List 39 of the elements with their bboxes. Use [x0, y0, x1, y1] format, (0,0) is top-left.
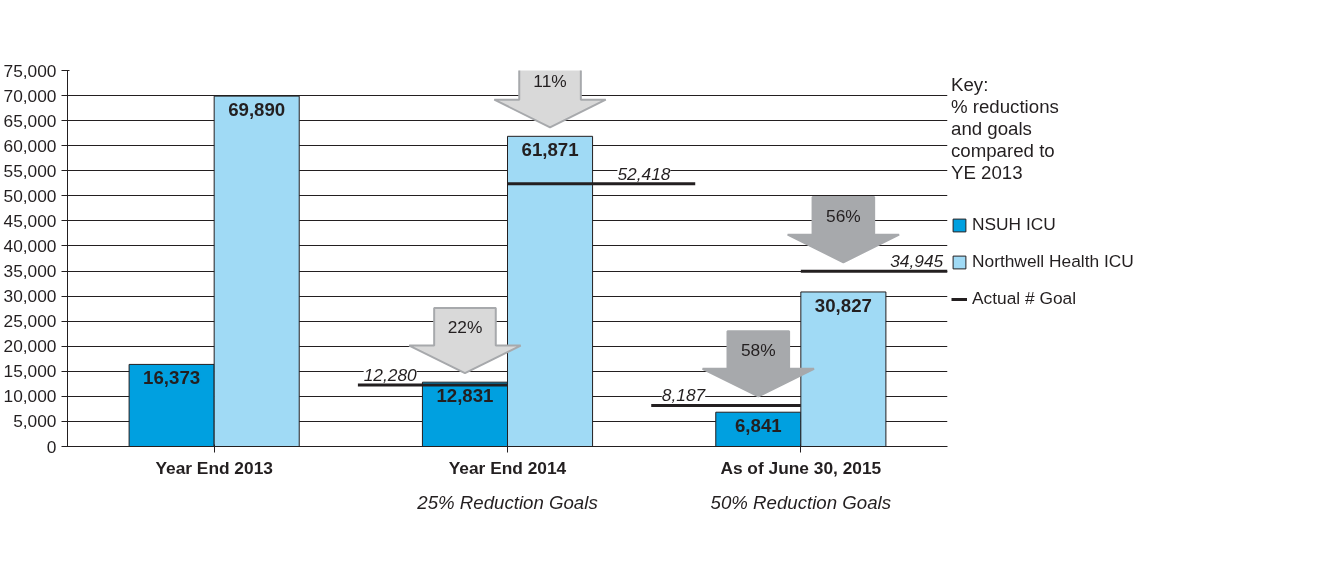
- data-label: 30,827: [814, 294, 872, 316]
- data-label: 16,373: [143, 367, 201, 389]
- legend-title: Key: % reductions and goals compared to YE 2013: [951, 74, 1060, 184]
- text: 50% Reduction Goals: [710, 491, 892, 513]
- ref-line-label: 12,280: [363, 364, 418, 385]
- y-tick-label: 70,000: [3, 85, 57, 106]
- ref-line-label: 8,187: [661, 385, 707, 406]
- annotation: 22%: [447, 316, 483, 337]
- y-tick-label: 75,000: [3, 60, 57, 81]
- y-tick-label: 60,000: [3, 135, 57, 156]
- y-tick-label: 55,000: [3, 160, 57, 181]
- data-label: 69,890: [228, 99, 286, 121]
- y-tick-label: 35,000: [3, 261, 57, 282]
- y-tick-label: 50,000: [3, 185, 57, 206]
- y-tick-label: 65,000: [3, 110, 57, 131]
- ref-line-label: 52,418: [617, 163, 671, 184]
- legend-label: Northwell Health ICU: [972, 251, 1134, 272]
- text: 25% Reduction Goals: [416, 491, 598, 513]
- y-tick-label: 40,000: [3, 235, 57, 256]
- y-tick-label: 5,000: [13, 411, 57, 432]
- data-label: 61,871: [521, 139, 579, 161]
- annotation: 58%: [740, 340, 776, 361]
- x-tick-label: Year End 2014: [448, 457, 567, 478]
- x-tick-label: Year End 2013: [155, 457, 274, 478]
- y-tick-label: 10,000: [3, 386, 57, 407]
- x-tick-label: As of June 30, 2015: [720, 457, 882, 478]
- y-tick-label: 0: [46, 436, 57, 457]
- y-tick-label: 45,000: [3, 210, 57, 231]
- data-label: 6,841: [734, 415, 782, 437]
- y-tick-label: 30,000: [3, 286, 57, 307]
- annotation: 11%: [533, 70, 567, 91]
- ref-line-label: 34,945: [890, 251, 944, 272]
- y-tick-label: 20,000: [3, 336, 57, 357]
- annotation: 56%: [826, 205, 861, 226]
- data-label: 12,831: [436, 385, 494, 407]
- legend-label: NSUH ICU: [972, 214, 1056, 235]
- y-tick-label: 25,000: [3, 311, 57, 332]
- text: Actual # Goal: [972, 288, 1077, 309]
- y-tick-label: 15,000: [3, 361, 57, 382]
